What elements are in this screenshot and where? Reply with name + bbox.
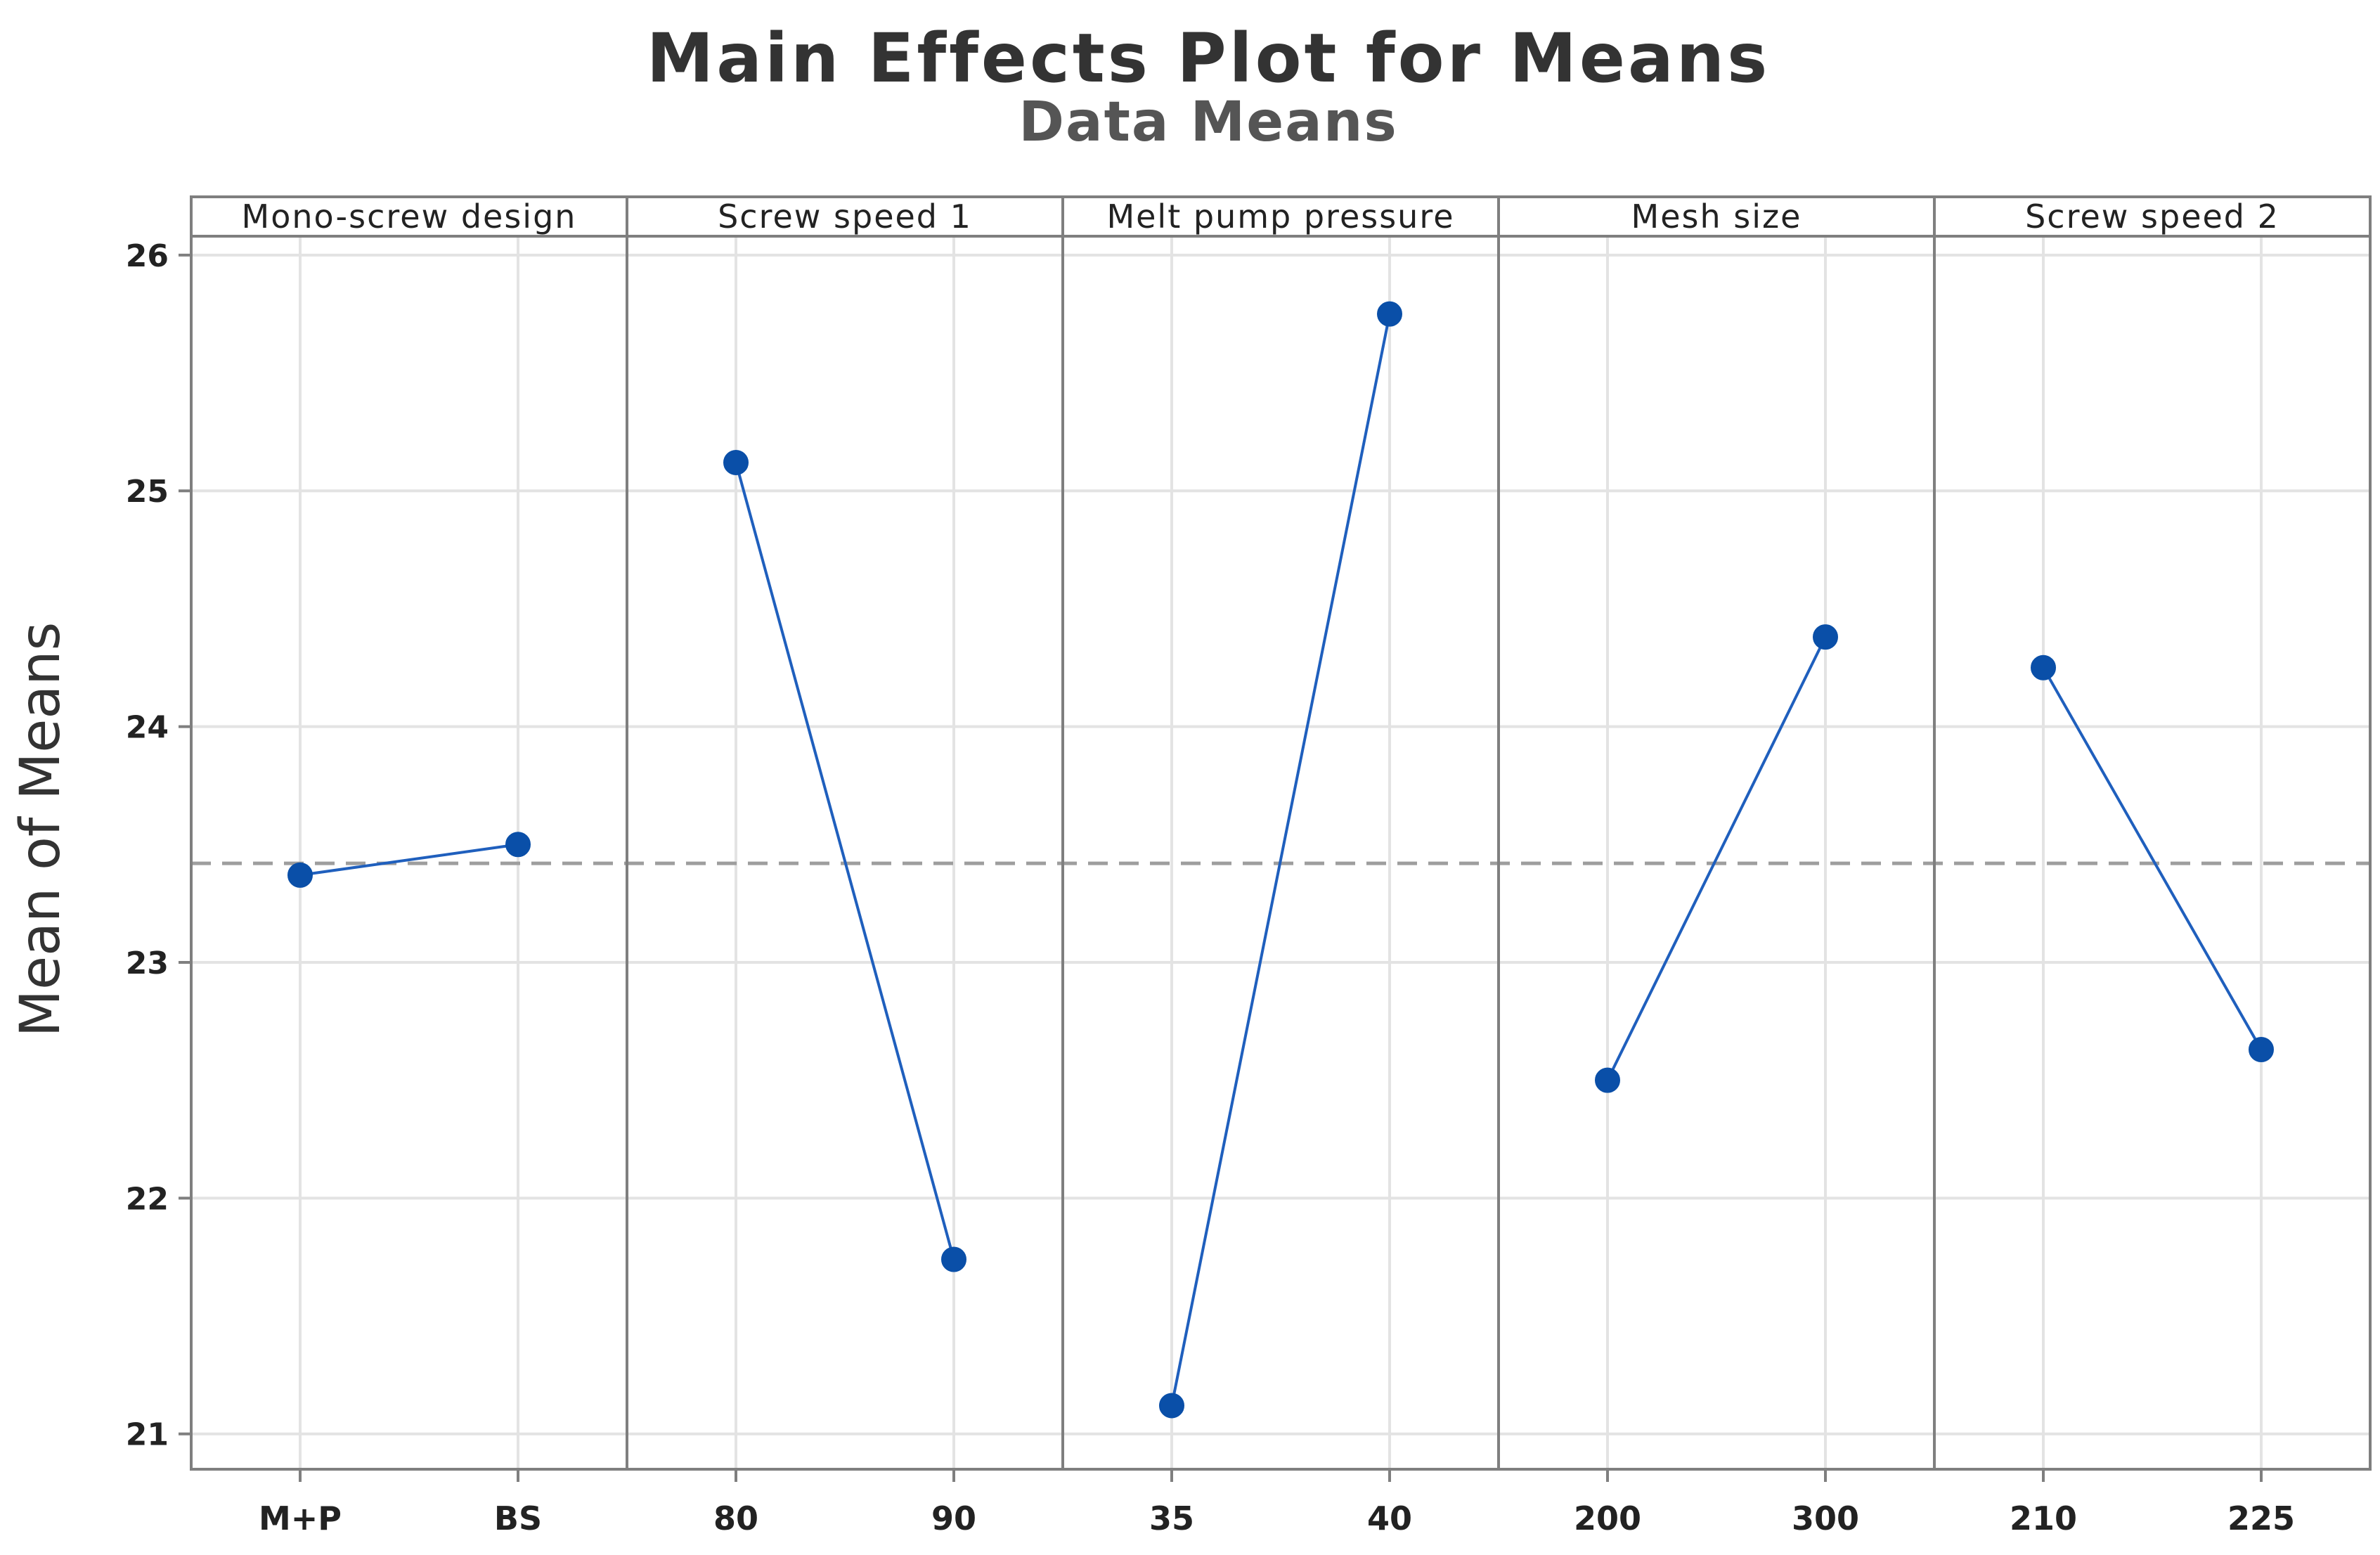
data-point-3-1 <box>1813 624 1838 650</box>
y-axis-label: Mean of Means <box>9 622 72 1037</box>
x-tick-label-2-1: 40 <box>1367 1499 1412 1537</box>
x-tick-label-0-1: BS <box>494 1499 542 1537</box>
y-tick-label-23: 23 <box>126 946 169 981</box>
series-line-3 <box>1606 636 1827 1081</box>
y-tick-label-22: 22 <box>126 1181 169 1217</box>
panel-strip-label-3: Mesh size <box>1631 198 1802 235</box>
data-point-2-1 <box>1377 301 1402 327</box>
chart-subtitle: Data Means <box>1018 91 1398 154</box>
plot-frame <box>190 235 2372 1471</box>
x-tick-label-2-0: 35 <box>1149 1499 1194 1537</box>
x-tick-label-4-1: 225 <box>2227 1499 2295 1537</box>
plot-area: 21 22 23 24 25 26 Mono-screw design M+P BS Screw … <box>126 195 2372 1537</box>
data-point-4-0 <box>2031 654 2056 680</box>
data-point-0-1 <box>505 832 531 858</box>
data-point-2-0 <box>1159 1393 1184 1419</box>
data-point-3-0 <box>1595 1067 1620 1093</box>
x-tick-label-0-0: M+P <box>259 1499 342 1537</box>
x-tick-label-1-1: 90 <box>931 1499 976 1537</box>
series-line-0 <box>299 843 519 877</box>
data-point-1-0 <box>723 449 749 475</box>
y-tick-label-26: 26 <box>126 238 169 274</box>
panel-strip-label-4: Screw speed 2 <box>2025 198 2279 235</box>
series-line-1 <box>735 462 955 1260</box>
x-tick-label-1-0: 80 <box>713 1499 758 1537</box>
data-point-0-0 <box>287 862 313 888</box>
y-tick-label-24: 24 <box>126 710 169 746</box>
panel-strip-label-2: Melt pump pressure <box>1106 198 1454 235</box>
panel-strip-label-1: Screw speed 1 <box>718 198 972 235</box>
chart-title: Main Effects Plot for Means <box>647 19 1770 98</box>
data-point-4-1 <box>2249 1037 2274 1063</box>
data-point-1-1 <box>941 1246 966 1272</box>
x-tick-label-3-0: 200 <box>1574 1499 1641 1537</box>
x-tick-label-3-1: 300 <box>1792 1499 1859 1537</box>
x-tick-label-4-0: 210 <box>2010 1499 2077 1537</box>
series-line-2 <box>1170 314 1391 1406</box>
y-tick-label-25: 25 <box>126 474 169 510</box>
y-tick-label-21: 21 <box>126 1417 169 1453</box>
series-line-4 <box>2042 666 2263 1051</box>
panel-strip-label-0: Mono-screw design <box>242 198 577 235</box>
